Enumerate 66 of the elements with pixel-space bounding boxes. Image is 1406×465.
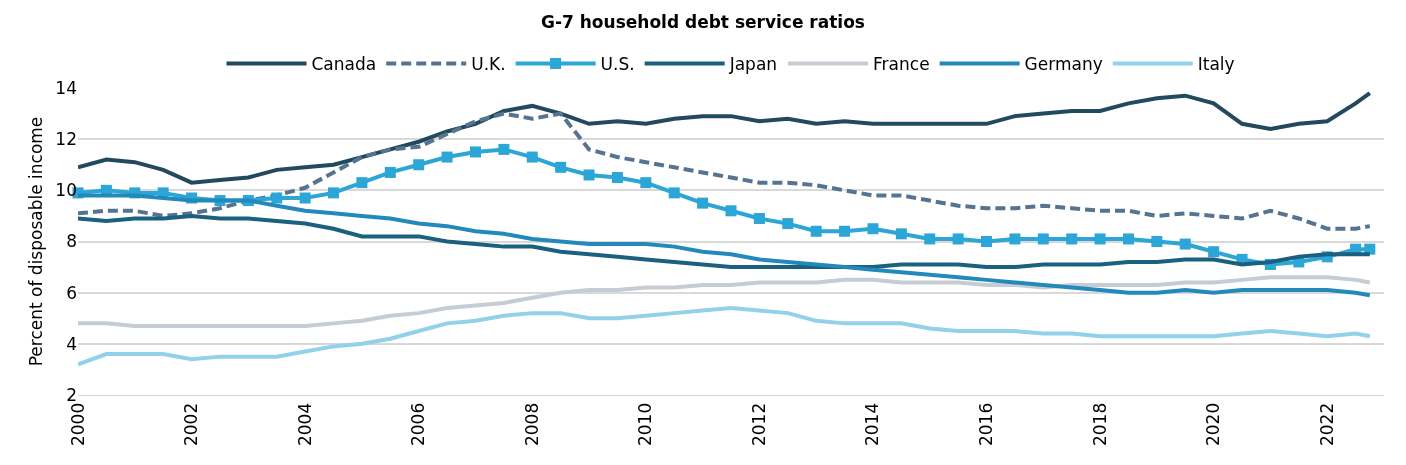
point xyxy=(924,233,936,245)
point xyxy=(1179,238,1191,250)
y-tick-label: 4 xyxy=(66,333,77,354)
point xyxy=(839,225,851,237)
legend-label: Canada xyxy=(311,54,377,75)
chart-title: G-7 household debt service ratios xyxy=(541,12,865,33)
x-tick-label: 2002 xyxy=(181,402,202,447)
x-tick-label: 2010 xyxy=(635,402,656,447)
y-tick-label: 14 xyxy=(55,77,77,98)
point xyxy=(668,187,680,199)
point xyxy=(697,197,709,209)
x-tick-label: 2006 xyxy=(408,402,429,447)
point xyxy=(441,151,453,163)
point xyxy=(356,177,368,189)
x-tick-label: 2020 xyxy=(1203,402,1224,447)
y-tick-label: 6 xyxy=(66,282,77,303)
line-series xyxy=(78,306,1372,367)
point xyxy=(753,212,765,224)
x-tick-label: 2016 xyxy=(976,402,997,447)
point xyxy=(952,233,964,245)
point xyxy=(1037,233,1049,245)
point xyxy=(583,169,595,181)
point xyxy=(299,192,311,204)
line-series xyxy=(78,91,1372,185)
point xyxy=(1009,233,1021,245)
point xyxy=(1151,236,1163,247)
point xyxy=(384,166,396,178)
point xyxy=(1122,233,1134,245)
legend-label: U.S. xyxy=(600,54,635,75)
y-tick-label: 8 xyxy=(66,231,77,252)
point xyxy=(1094,233,1106,245)
point xyxy=(1208,246,1220,258)
legend-label: Italy xyxy=(1197,54,1235,75)
line-series xyxy=(78,275,1372,328)
x-tick-label: 2022 xyxy=(1316,402,1337,447)
y-tick-label: 12 xyxy=(55,129,77,150)
point xyxy=(271,192,283,204)
point xyxy=(810,225,822,237)
point xyxy=(1066,233,1078,245)
y-axis-title: Percent of disposable income xyxy=(25,116,46,367)
y-tick-label: 10 xyxy=(55,180,77,201)
point xyxy=(555,161,567,173)
x-tick-label: 2018 xyxy=(1089,402,1110,447)
x-tick-label: 2008 xyxy=(521,402,542,447)
legend-label: U.K. xyxy=(471,54,506,75)
legend-label: Germany xyxy=(1024,54,1103,75)
y-tick-label: 2 xyxy=(66,384,77,405)
point xyxy=(413,159,425,171)
line-series xyxy=(78,111,1372,231)
point xyxy=(895,228,907,240)
x-tick-label: 2012 xyxy=(748,402,769,447)
x-tick-label: 2014 xyxy=(862,402,883,447)
point xyxy=(981,236,993,247)
legend-label: Japan xyxy=(728,54,778,75)
point xyxy=(469,146,481,158)
point xyxy=(782,218,794,230)
point xyxy=(498,143,510,155)
point xyxy=(725,205,737,217)
point xyxy=(867,223,879,235)
point xyxy=(640,177,652,189)
x-tick-label: 2000 xyxy=(67,402,88,447)
point xyxy=(611,172,623,184)
point xyxy=(526,151,538,163)
x-tick-label: 2004 xyxy=(294,402,315,447)
legend-label: France xyxy=(873,54,930,75)
point xyxy=(328,187,340,199)
